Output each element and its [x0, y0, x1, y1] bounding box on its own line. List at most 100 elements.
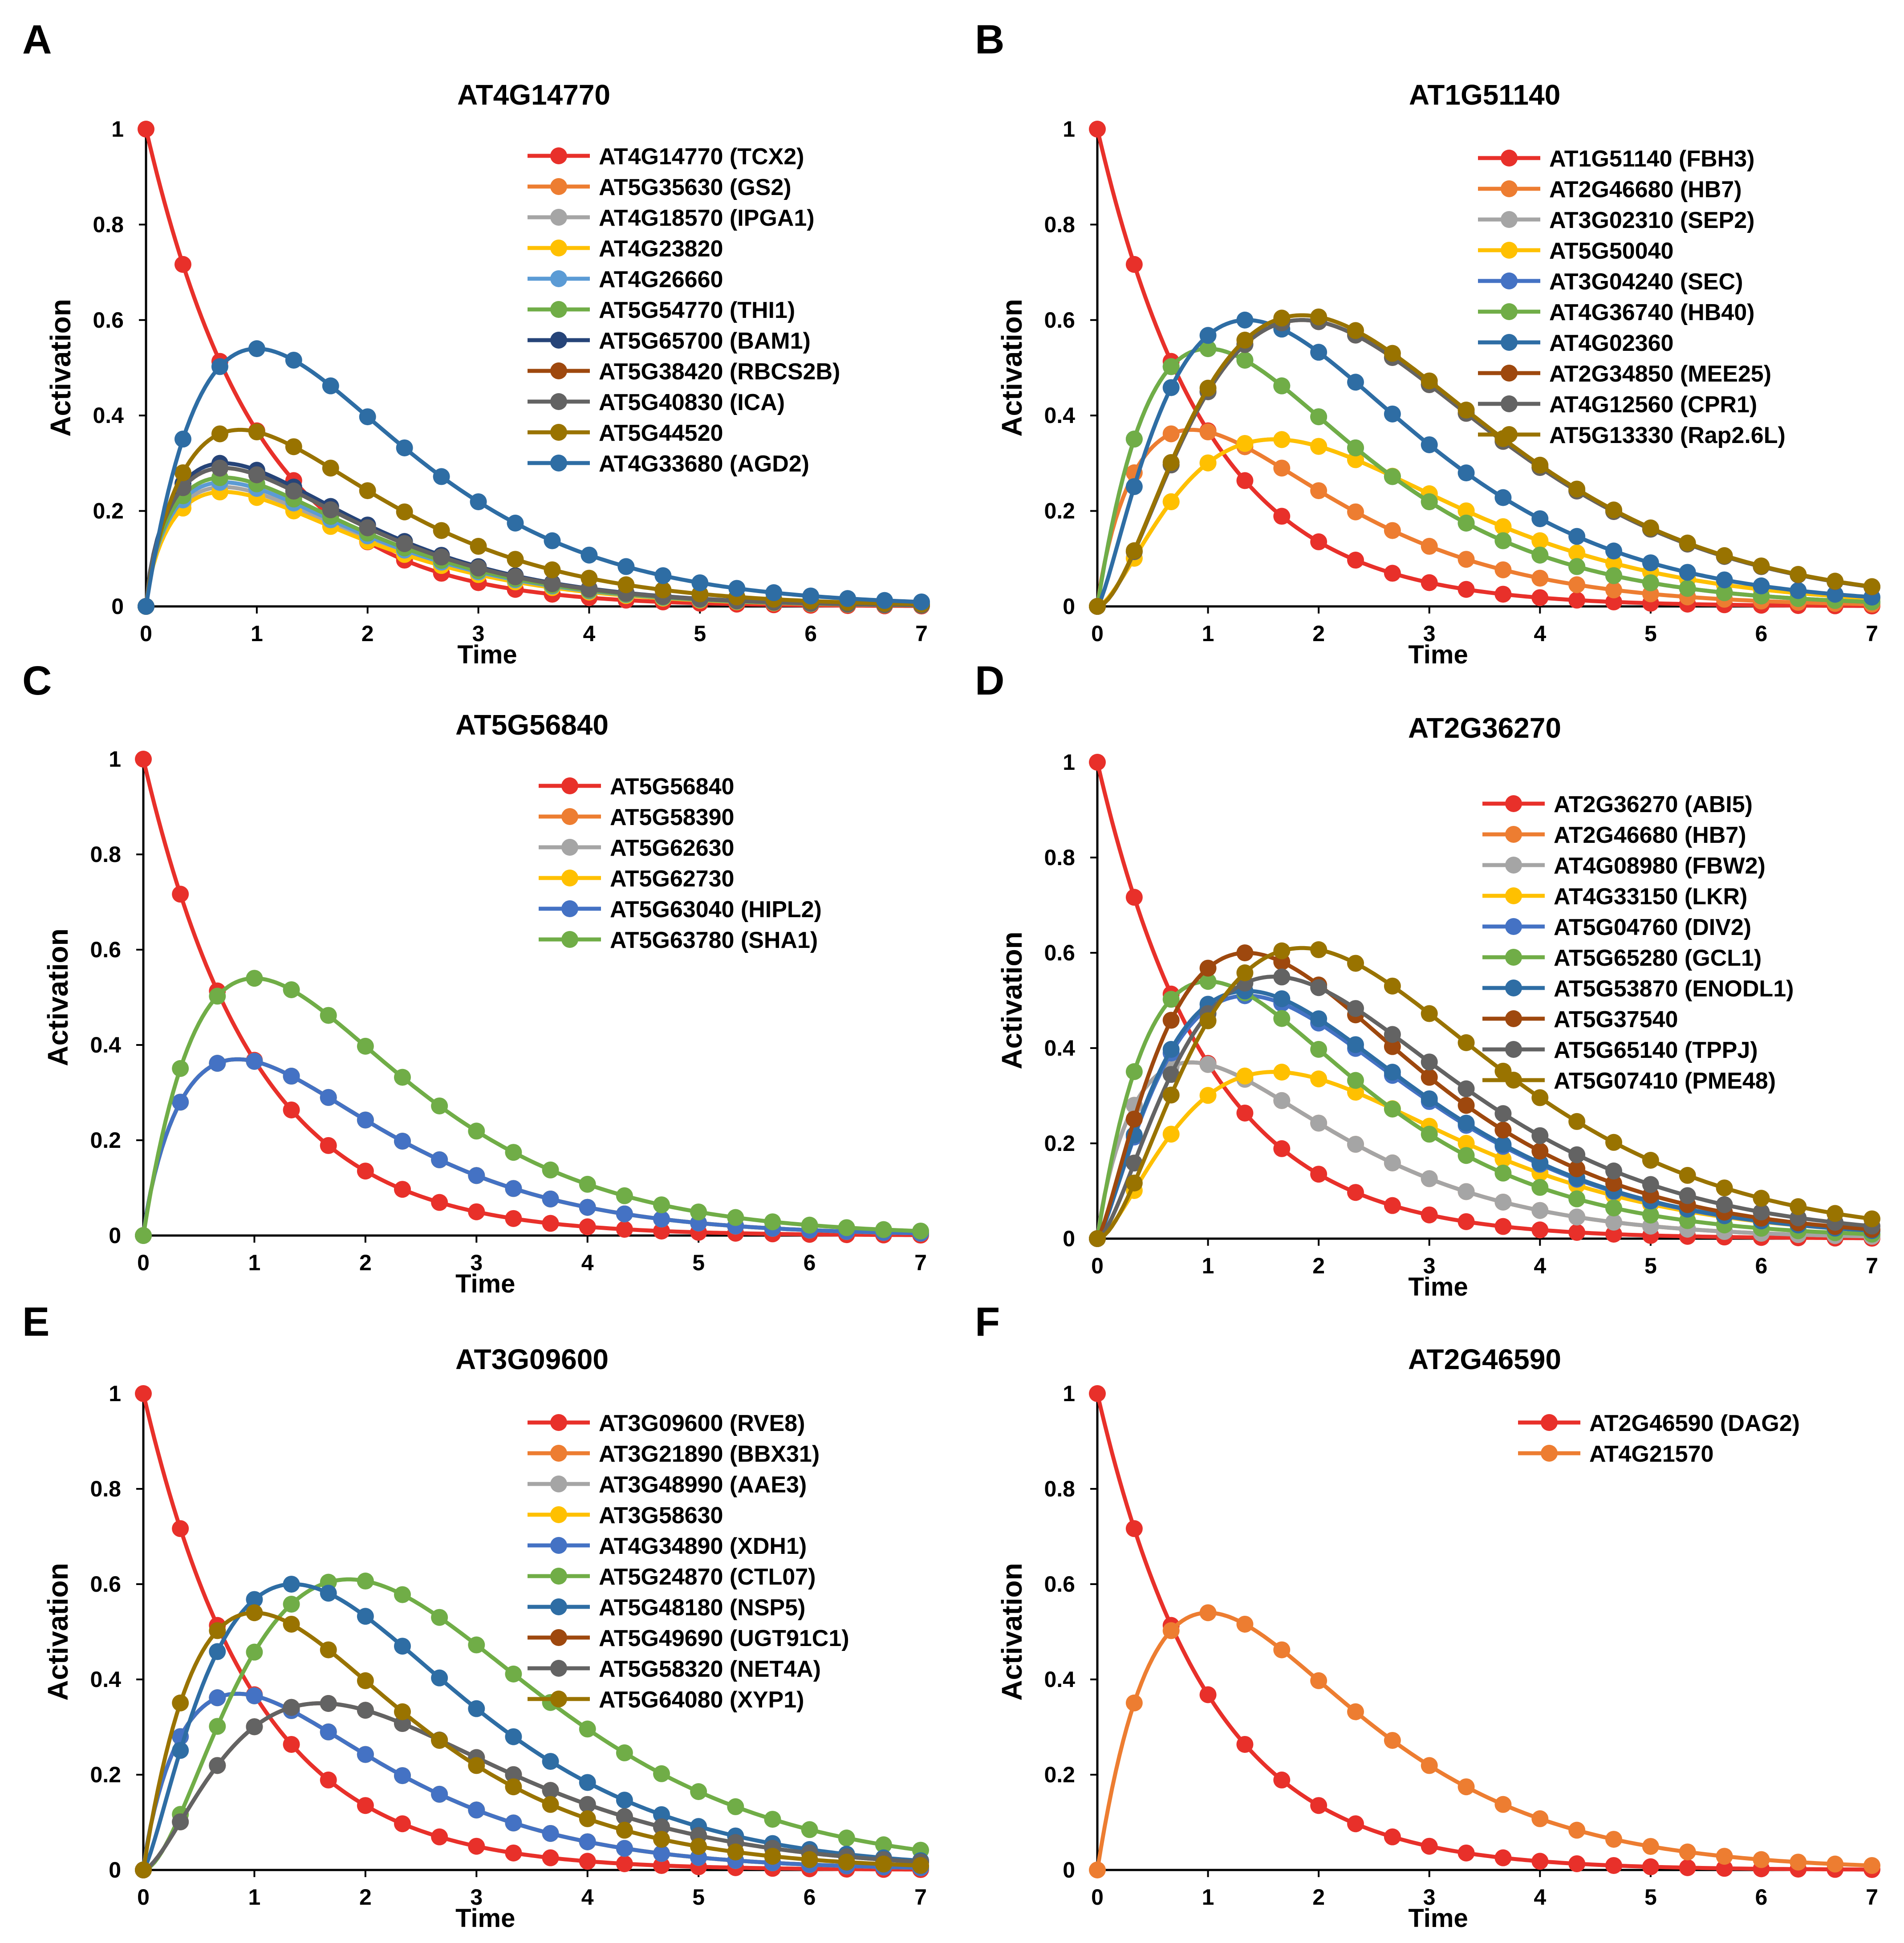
chart-title: AT5G56840	[455, 709, 609, 741]
data-point	[581, 569, 598, 587]
data-point	[1494, 489, 1512, 506]
data-point	[1716, 1848, 1733, 1865]
legend-marker	[550, 393, 567, 410]
data-point	[1162, 1041, 1180, 1058]
data-point	[1273, 309, 1291, 327]
data-point	[1568, 1208, 1586, 1226]
data-point	[1236, 1067, 1254, 1085]
data-point	[1384, 405, 1401, 423]
data-point	[1125, 256, 1143, 273]
data-point	[1236, 351, 1254, 369]
legend-label: AT5G56840	[610, 774, 734, 800]
panel-letter: C	[22, 658, 52, 703]
data-point	[1384, 1828, 1401, 1845]
data-point	[1531, 546, 1549, 564]
data-point	[1347, 374, 1364, 391]
series-line	[1095, 1610, 1872, 1870]
data-point	[838, 1854, 855, 1871]
data-point	[1199, 1087, 1217, 1104]
data-point	[542, 1190, 559, 1207]
data-point	[1753, 577, 1770, 594]
y-tick-label: 0.2	[93, 499, 124, 524]
data-point	[1273, 1010, 1291, 1027]
data-point	[394, 1638, 411, 1655]
data-point	[1125, 1520, 1143, 1537]
legend-marker	[1501, 242, 1518, 259]
data-point	[1421, 1069, 1438, 1086]
legend-label: AT4G08980 (FBW2)	[1554, 853, 1766, 879]
data-point	[1199, 379, 1217, 397]
data-point	[172, 1742, 189, 1759]
x-tick-label: 4	[583, 621, 596, 646]
data-point	[1827, 1205, 1844, 1222]
y-tick-label: 0.8	[1044, 845, 1075, 870]
data-point	[1162, 1066, 1180, 1083]
data-point	[1642, 1858, 1659, 1875]
data-point	[912, 1857, 929, 1874]
data-point	[1679, 580, 1696, 597]
data-point	[209, 1643, 226, 1660]
data-point	[1642, 1207, 1659, 1224]
data-point	[1494, 1164, 1512, 1182]
data-point	[653, 1845, 670, 1862]
data-point	[1273, 1064, 1291, 1081]
data-point	[653, 1222, 670, 1240]
series-line	[144, 427, 922, 607]
y-tick-label: 0.8	[90, 842, 121, 867]
data-point	[1273, 942, 1291, 959]
data-point	[431, 1151, 448, 1168]
x-tick-label: 0	[1091, 1885, 1104, 1910]
data-point	[359, 408, 376, 426]
data-point	[359, 482, 376, 500]
panel-d: D AT2G36270 0 0.2 0.4 0.6 0.8 1 0 1 2 3 4 5 6 7 Time Acti…	[975, 658, 1880, 1301]
data-point	[394, 1586, 411, 1603]
data-point	[1089, 121, 1106, 138]
x-axis-label: Time	[1408, 640, 1468, 669]
data-point	[285, 482, 302, 500]
series-9	[1089, 941, 1880, 1247]
data-point	[617, 576, 635, 593]
data-point	[1089, 1862, 1106, 1878]
data-point	[1347, 552, 1364, 569]
legend-marker	[550, 240, 567, 256]
data-point	[1494, 1136, 1512, 1153]
data-point	[1716, 547, 1733, 564]
data-point	[1568, 480, 1586, 498]
data-point	[1531, 1154, 1549, 1171]
data-point	[1384, 1038, 1401, 1055]
legend-marker	[1501, 334, 1518, 351]
data-point	[1790, 566, 1807, 583]
legend-label: AT5G49690 (UGT91C1)	[599, 1626, 849, 1651]
data-point	[542, 1215, 559, 1232]
data-point	[1162, 1622, 1180, 1639]
legend-label: AT4G23820	[599, 236, 723, 262]
series-line	[144, 346, 922, 607]
data-point	[507, 568, 524, 585]
legend-label: AT3G09600 (RVE8)	[599, 1411, 805, 1436]
legend-label: AT3G21890 (BBX31)	[599, 1441, 820, 1467]
data-point	[1199, 1686, 1217, 1703]
data-point	[357, 1111, 374, 1129]
data-point	[654, 567, 672, 584]
data-point	[1531, 1179, 1549, 1196]
x-tick-label: 0	[137, 1885, 150, 1910]
x-tick-label: 1	[248, 1885, 261, 1910]
panel-c: C AT5G56840 0 0.2 0.4 0.6 0.8 1 0 1 2 3 4 5 6 7 Time Acti…	[22, 658, 929, 1298]
data-point	[209, 1689, 226, 1707]
panel-b: B AT1G51140 0 0.2 0.4 0.6 0.8 1 0 1 2 3 4 5 6 7 Time Acti…	[975, 17, 1880, 669]
data-point	[765, 584, 783, 602]
y-tick-label: 0.2	[1044, 1131, 1075, 1156]
data-point	[283, 1699, 300, 1716]
legend-label: AT4G36740 (HB40)	[1549, 300, 1754, 325]
data-point	[1421, 574, 1438, 591]
data-point	[1273, 1771, 1291, 1789]
legend-label: AT2G46680 (HB7)	[1549, 177, 1742, 203]
y-tick-label: 0.6	[90, 1572, 121, 1597]
data-point	[1827, 1855, 1844, 1873]
y-tick-label: 0.2	[1044, 1762, 1075, 1787]
x-tick-label: 2	[1312, 621, 1325, 646]
data-point	[1162, 1126, 1180, 1143]
data-point	[1384, 1100, 1401, 1118]
data-point	[728, 580, 746, 597]
data-point	[1162, 1012, 1180, 1029]
